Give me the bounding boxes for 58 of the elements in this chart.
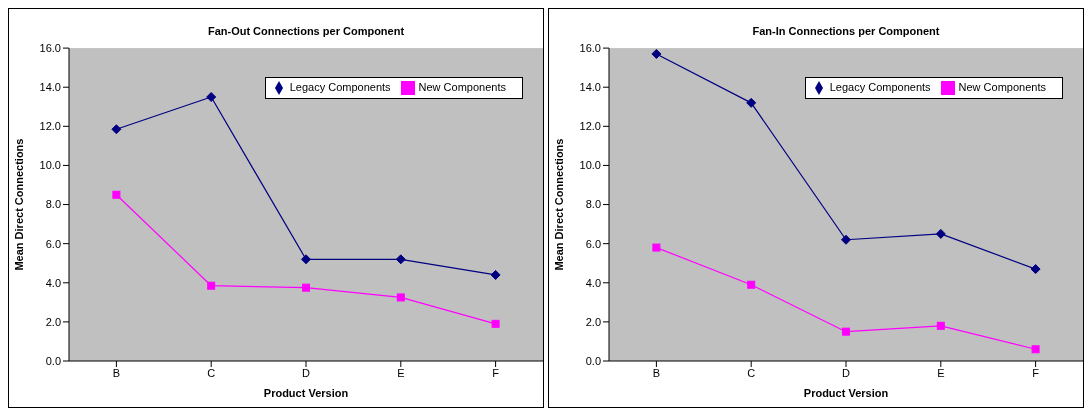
y-tick-label: 8.0 <box>585 198 601 211</box>
y-tick-label: 6.0 <box>585 237 601 250</box>
point <box>111 124 122 135</box>
x-tick-label: B <box>112 366 121 379</box>
point <box>207 281 216 290</box>
y-tick-label: 16.0 <box>579 42 601 54</box>
point <box>841 234 851 245</box>
y-tick-label: 14.0 <box>579 81 601 94</box>
y-tick-label: 14.0 <box>39 81 61 94</box>
y-tick-label: 12.0 <box>579 120 601 133</box>
y-tick-label: 4.0 <box>585 276 601 289</box>
y-tick-label: 12.0 <box>39 120 61 133</box>
point <box>396 293 405 302</box>
legend-label: New Components <box>958 81 1046 93</box>
point <box>491 319 500 328</box>
point <box>490 269 501 280</box>
y-tick-label: 2.0 <box>585 315 601 328</box>
y-tick-label: 6.0 <box>45 237 61 250</box>
x-tick-label: B <box>652 366 661 379</box>
point <box>935 228 946 239</box>
y-tick-label: 8.0 <box>45 198 61 211</box>
point <box>652 243 661 252</box>
point <box>1031 345 1040 354</box>
point <box>651 48 662 59</box>
y-tick-label: 4.0 <box>45 276 61 289</box>
chart-title: Fan-In Connections per Component <box>751 25 941 37</box>
point <box>747 280 756 289</box>
x-tick-label: F <box>492 366 500 379</box>
y-tick-label: 10.0 <box>579 159 601 172</box>
point <box>746 97 757 108</box>
x-tick-label: C <box>747 366 756 379</box>
x-tick-label: E <box>937 366 945 379</box>
point <box>302 283 310 292</box>
x-tick-label: D <box>302 366 311 379</box>
legend-label: New Components <box>418 81 506 93</box>
legend-label: Legacy Components <box>289 81 391 93</box>
point <box>1030 264 1041 275</box>
y-axis-title: Mean Direct Connections <box>552 138 565 271</box>
chart-title: Fan-Out Connections per Component <box>206 25 406 37</box>
x-tick-label: E <box>397 366 405 379</box>
point <box>936 321 945 330</box>
point <box>395 254 406 265</box>
point <box>206 91 217 102</box>
y-axis-title: Mean Direct Connections <box>12 138 25 271</box>
y-tick-label: 2.0 <box>45 315 61 328</box>
legend-label: Legacy Components <box>829 81 931 93</box>
x-tick-label: D <box>842 366 851 379</box>
x-axis-title: Product Version <box>803 387 889 399</box>
y-tick-label: 0.0 <box>45 354 61 367</box>
x-tick-label: C <box>207 366 216 379</box>
point <box>112 190 121 199</box>
y-tick-label: 10.0 <box>39 159 61 172</box>
y-tick-label: 0.0 <box>585 354 601 367</box>
x-axis-title: Product Version <box>263 387 349 399</box>
y-tick-label: 16.0 <box>39 42 61 54</box>
x-tick-label: F <box>1032 366 1040 379</box>
point <box>842 327 850 336</box>
point <box>301 254 311 265</box>
